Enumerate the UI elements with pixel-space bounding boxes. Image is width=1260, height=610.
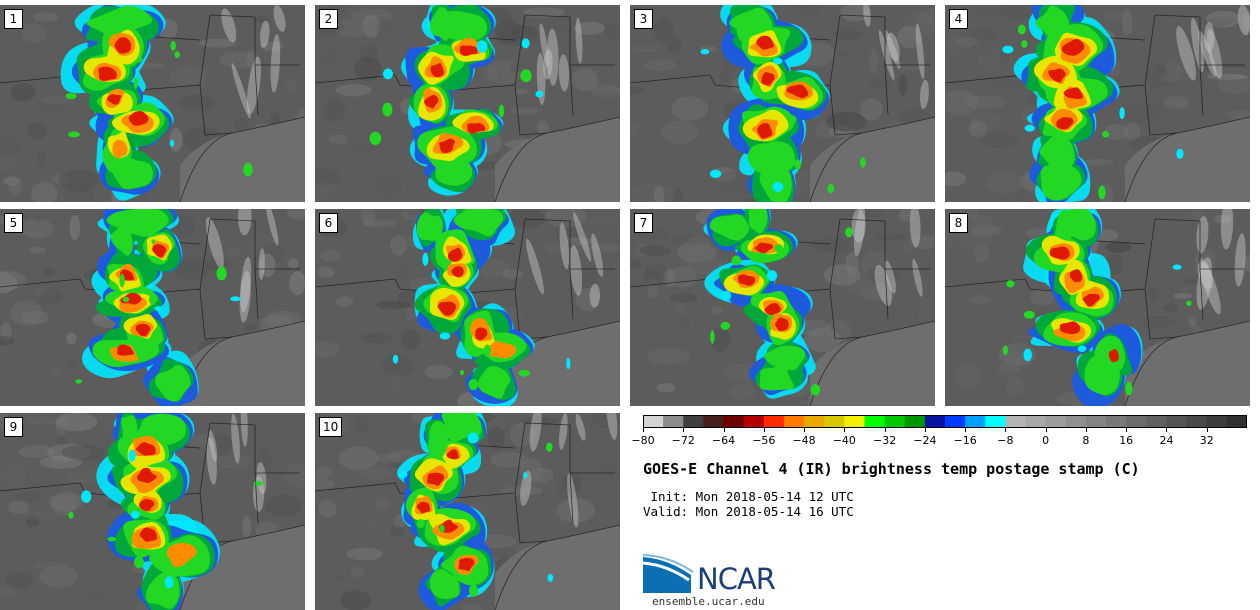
map-image bbox=[0, 413, 305, 610]
colorbar-tick-label: −8 bbox=[997, 434, 1014, 447]
colorbar-tick-label: −40 bbox=[832, 434, 856, 447]
stamp-panel-9: 9 bbox=[0, 413, 305, 610]
colorbar-bin bbox=[1166, 415, 1188, 428]
colorbar-bin bbox=[924, 415, 946, 428]
colorbar-tick-mark bbox=[1005, 428, 1007, 432]
colorbar-tick-label: 32 bbox=[1199, 434, 1214, 447]
colorbar-bin bbox=[904, 415, 926, 428]
colorbar-bin bbox=[703, 415, 725, 428]
colorbar-bin bbox=[945, 415, 966, 428]
map-image bbox=[945, 5, 1250, 202]
stamp-panel-3: 3 bbox=[630, 5, 935, 202]
colorbar-tick-mark bbox=[643, 428, 644, 432]
colorbar-bin bbox=[683, 415, 704, 428]
colorbar-tick-label: 24 bbox=[1159, 434, 1174, 447]
panel-number: 7 bbox=[634, 213, 653, 233]
map-image bbox=[945, 209, 1250, 406]
colorbar-bin bbox=[884, 415, 906, 428]
colorbar-bin bbox=[783, 415, 805, 428]
colorbar-tick-label: 8 bbox=[1082, 434, 1090, 447]
map-image bbox=[630, 5, 935, 202]
colorbar-tick-label: 16 bbox=[1119, 434, 1134, 447]
colorbar-bin bbox=[663, 415, 684, 428]
colorbar-bin bbox=[824, 415, 845, 428]
colorbar-bin bbox=[743, 415, 765, 428]
colorbar-tick-mark bbox=[1126, 428, 1128, 432]
panel-number: 6 bbox=[319, 213, 338, 233]
colorbar-tick-label: −72 bbox=[671, 434, 695, 447]
map-image bbox=[0, 5, 305, 202]
colorbar-tick-label: −80 bbox=[631, 434, 655, 447]
panel-number: 10 bbox=[319, 417, 343, 437]
colorbar-tick-label: −24 bbox=[913, 434, 937, 447]
colorbar-bin bbox=[1186, 415, 1208, 428]
colorbar-bin bbox=[1226, 415, 1247, 428]
panel-number: 4 bbox=[949, 9, 968, 29]
logo-text: NCAR bbox=[697, 562, 776, 596]
ncar-logo-icon bbox=[643, 554, 694, 593]
colorbar-tick-label: −56 bbox=[752, 434, 776, 447]
panel-number: 2 bbox=[319, 9, 338, 29]
stamp-panel-10: 10 bbox=[315, 413, 620, 610]
colorbar-tick-mark bbox=[1045, 428, 1047, 432]
stamp-panel-2: 2 bbox=[315, 5, 620, 202]
figure-title: GOES-E Channel 4 (IR) brightness temp po… bbox=[643, 460, 1140, 478]
colorbar-bin bbox=[804, 415, 825, 428]
map-image bbox=[630, 209, 935, 406]
colorbar-bin bbox=[844, 415, 865, 428]
init-time: Init: Mon 2018-05-14 12 UTC bbox=[643, 489, 854, 504]
colorbar-bin bbox=[1025, 415, 1047, 428]
colorbar-bin bbox=[1085, 415, 1107, 428]
colorbar-bin bbox=[723, 415, 745, 428]
map-image bbox=[315, 413, 620, 610]
colorbar-tick-label: −64 bbox=[711, 434, 736, 447]
colorbar-bin bbox=[1206, 415, 1228, 428]
panel-number: 3 bbox=[634, 9, 653, 29]
stamp-panel-4: 4 bbox=[945, 5, 1250, 202]
colorbar-tick-mark bbox=[723, 428, 725, 432]
colorbar-tick-mark bbox=[1206, 428, 1208, 432]
colorbar-tick-label: −16 bbox=[953, 434, 977, 447]
site-url: ensemble.ucar.edu bbox=[652, 595, 765, 608]
colorbar-bin bbox=[1126, 415, 1147, 428]
panel-number: 9 bbox=[4, 417, 23, 437]
colorbar-bin bbox=[985, 415, 1006, 428]
stamp-panel-7: 7 bbox=[630, 209, 935, 406]
colorbar-tick-mark bbox=[1085, 428, 1087, 432]
valid-time: Valid: Mon 2018-05-14 16 UTC bbox=[643, 504, 854, 519]
stamp-panel-5: 5 bbox=[0, 209, 305, 406]
colorbar-bin bbox=[643, 415, 664, 428]
colorbar-tick-label: −48 bbox=[792, 434, 816, 447]
colorbar-tick-label: −32 bbox=[872, 434, 897, 447]
colorbar-tick-mark bbox=[844, 428, 846, 432]
colorbar-bin bbox=[1065, 415, 1087, 428]
colorbar-tick-mark bbox=[884, 428, 886, 432]
colorbar-bin bbox=[1045, 415, 1067, 428]
map-image bbox=[315, 209, 620, 406]
colorbar-tick-label: 0 bbox=[1042, 434, 1050, 447]
colorbar-tick-mark bbox=[683, 428, 685, 432]
colorbar-bin bbox=[1106, 415, 1127, 428]
panel-number: 1 bbox=[4, 9, 23, 29]
colorbar-tick-mark bbox=[924, 428, 926, 432]
colorbar-bin bbox=[1146, 415, 1167, 428]
panel-number: 5 bbox=[4, 213, 23, 233]
stamp-panel-8: 8 bbox=[945, 209, 1250, 406]
map-image bbox=[315, 5, 620, 202]
stamp-panel-1: 1 bbox=[0, 5, 305, 202]
colorbar-bin bbox=[864, 415, 886, 428]
panel-number: 8 bbox=[949, 213, 968, 233]
colorbar-tick-mark bbox=[1166, 428, 1168, 432]
colorbar-bin bbox=[965, 415, 986, 428]
colorbar-tick-mark bbox=[804, 428, 806, 432]
colorbar-bin bbox=[763, 415, 785, 428]
colorbar-bin bbox=[1005, 415, 1027, 428]
colorbar bbox=[643, 415, 1247, 428]
colorbar-tick-mark bbox=[965, 428, 967, 432]
stamp-panel-6: 6 bbox=[315, 209, 620, 406]
map-image bbox=[0, 209, 305, 406]
colorbar-tick-mark bbox=[763, 428, 765, 432]
